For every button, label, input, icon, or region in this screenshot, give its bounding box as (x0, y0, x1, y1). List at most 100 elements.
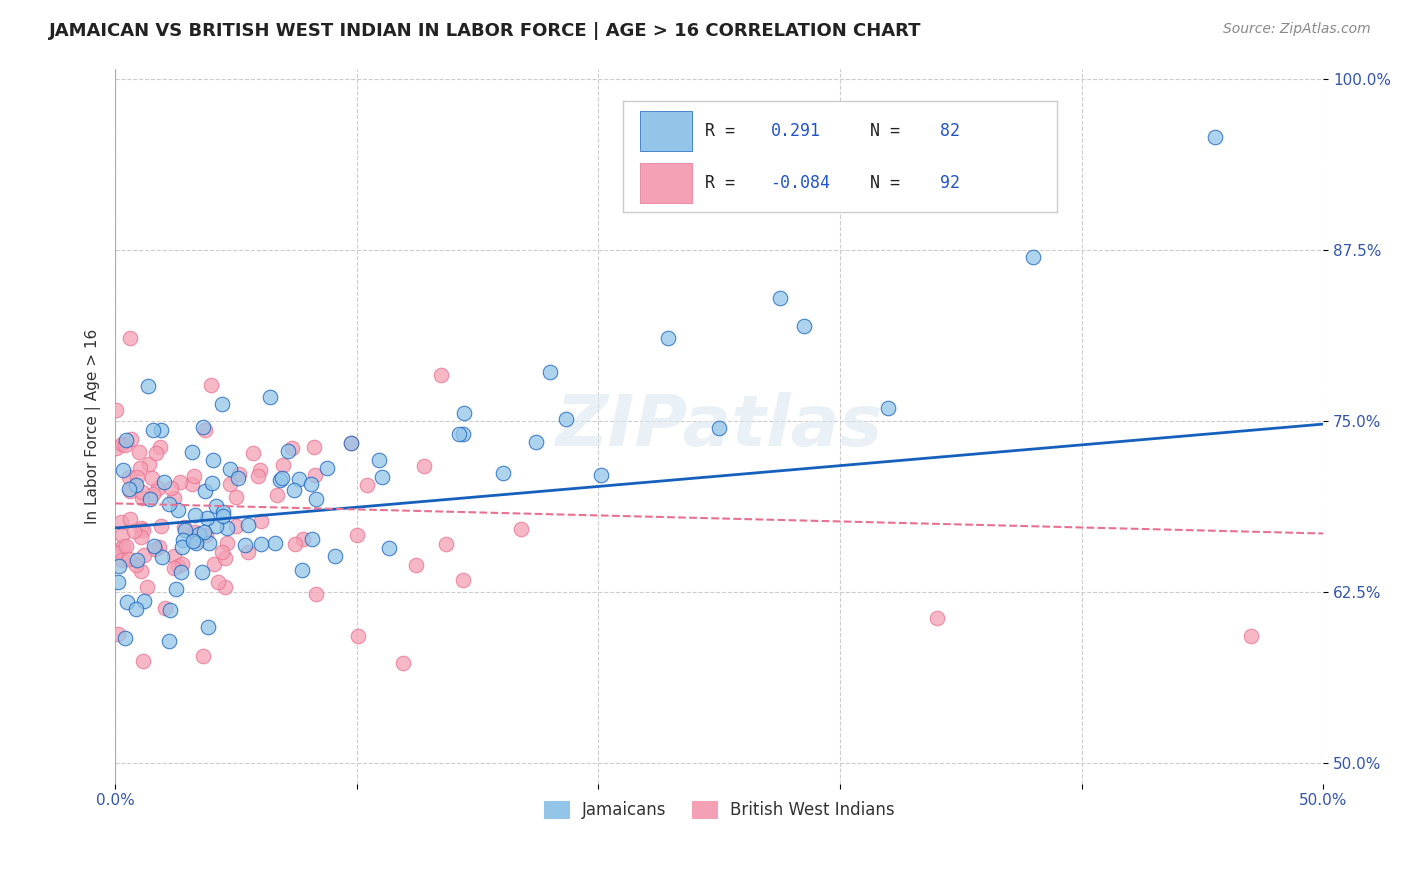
Y-axis label: In Labor Force | Age > 16: In Labor Force | Age > 16 (86, 328, 101, 524)
Point (108, 559, 131, 574)
Point (167, 502, 190, 516)
Point (453, 406, 475, 420)
Point (340, 435, 363, 450)
Point (228, 467, 250, 482)
Point (340, 436, 363, 450)
Point (212, 508, 235, 523)
Point (122, 524, 145, 539)
Point (131, 520, 153, 534)
Point (292, 532, 315, 546)
Text: ZIPatlas: ZIPatlas (555, 392, 883, 460)
Point (118, 483, 141, 498)
Point (165, 582, 187, 596)
Point (793, 318, 815, 333)
Point (346, 629, 368, 643)
Legend: Jamaicans, British West Indians: Jamaicans, British West Indians (537, 794, 901, 825)
Point (219, 477, 242, 491)
Point (269, 474, 291, 488)
Point (249, 463, 271, 477)
Point (120, 433, 142, 447)
Point (201, 475, 224, 490)
Point (247, 469, 270, 483)
Point (117, 470, 139, 484)
Point (447, 426, 470, 441)
Point (193, 525, 215, 540)
Point (1240, 629, 1263, 643)
Point (538, 365, 561, 379)
Point (194, 423, 217, 437)
Point (105, 546, 128, 560)
Point (143, 539, 166, 553)
Point (492, 466, 515, 480)
Point (238, 518, 260, 533)
Point (142, 486, 165, 500)
Point (114, 632, 136, 646)
Point (205, 499, 228, 513)
Point (163, 491, 186, 505)
Point (120, 331, 142, 345)
Point (202, 557, 225, 571)
Point (131, 523, 153, 537)
Point (169, 475, 191, 490)
Point (145, 541, 167, 556)
Point (271, 458, 294, 472)
Point (1022, 250, 1045, 264)
Point (118, 482, 141, 496)
Point (323, 549, 346, 563)
Point (111, 553, 134, 567)
Point (214, 580, 236, 594)
Point (173, 520, 195, 534)
Point (211, 505, 233, 519)
Point (184, 535, 207, 549)
Point (183, 469, 205, 483)
Point (405, 558, 427, 573)
Point (141, 471, 163, 485)
Point (207, 574, 229, 589)
Point (451, 427, 474, 442)
Point (277, 444, 299, 458)
Point (146, 482, 169, 496)
Point (555, 412, 578, 426)
Point (181, 533, 204, 548)
Point (195, 510, 218, 524)
Point (214, 550, 236, 565)
Point (302, 440, 325, 454)
Point (211, 545, 233, 559)
Point (509, 522, 531, 536)
Point (181, 477, 204, 491)
Point (299, 477, 322, 491)
Point (224, 490, 246, 504)
Point (170, 557, 193, 571)
Point (138, 378, 160, 392)
Point (709, 421, 731, 435)
Point (194, 527, 217, 541)
Text: Source: ZipAtlas.com: Source: ZipAtlas.com (1223, 22, 1371, 37)
Point (115, 595, 138, 609)
Point (148, 540, 170, 554)
Point (142, 423, 165, 437)
Point (150, 519, 173, 533)
Point (105, 442, 128, 456)
Point (368, 453, 391, 467)
Point (150, 550, 173, 565)
Point (184, 508, 207, 522)
Point (356, 477, 378, 491)
Point (769, 291, 792, 305)
Point (301, 532, 323, 546)
Point (371, 470, 394, 484)
Point (157, 634, 180, 648)
Point (305, 491, 328, 506)
Point (172, 533, 194, 547)
Point (149, 440, 172, 454)
Point (125, 470, 148, 484)
Point (167, 558, 190, 573)
Point (217, 536, 239, 550)
Point (228, 471, 250, 485)
Point (131, 565, 153, 579)
Point (124, 602, 146, 616)
Point (591, 467, 613, 482)
Point (524, 434, 547, 449)
Point (191, 648, 214, 663)
Point (184, 524, 207, 539)
Point (346, 527, 368, 541)
